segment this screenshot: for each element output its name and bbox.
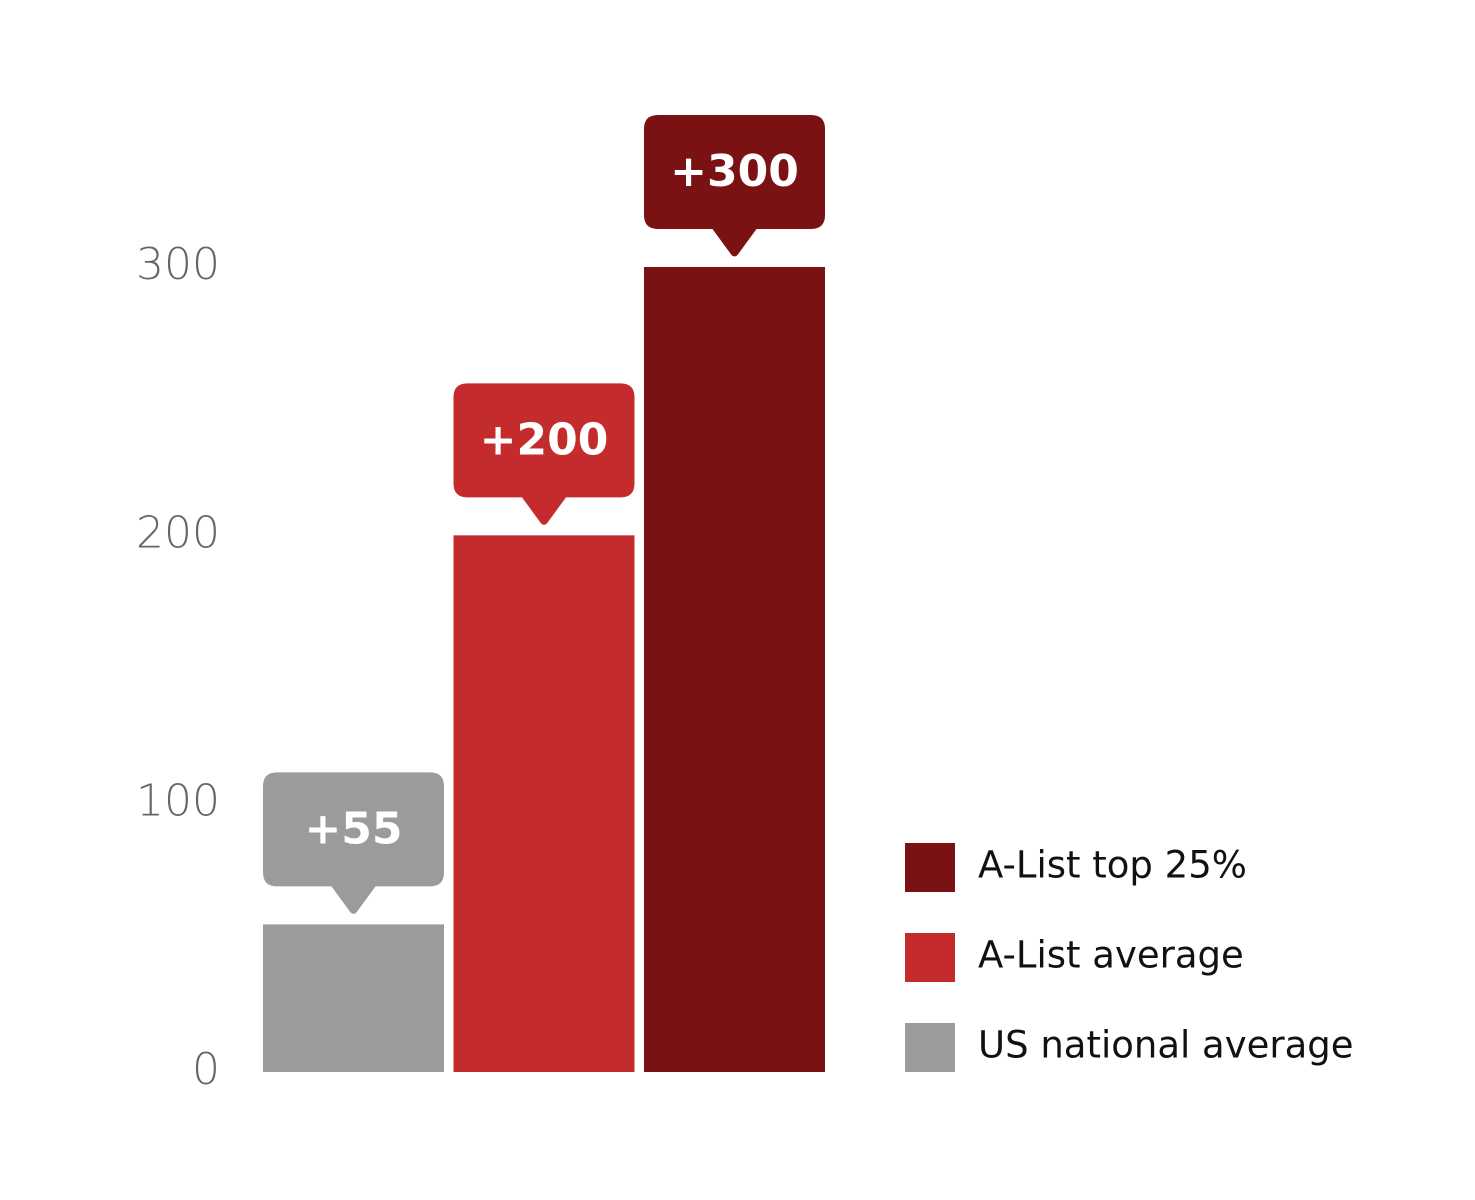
value-label: +300 xyxy=(670,146,799,197)
y-tick-label: 100 xyxy=(136,776,220,827)
legend-swatch xyxy=(905,843,955,892)
value-label: +55 xyxy=(304,803,402,854)
bar xyxy=(644,267,825,1072)
callout xyxy=(453,383,635,525)
legend-label: A-List top 25% xyxy=(978,844,1247,887)
legend-label: A-List average xyxy=(978,934,1244,977)
legend-swatch xyxy=(905,933,955,982)
y-tick-label: 0 xyxy=(192,1044,220,1095)
y-tick-label: 200 xyxy=(136,507,220,558)
callout xyxy=(263,772,444,914)
legend-label: US national average xyxy=(978,1024,1354,1067)
callout xyxy=(644,115,825,257)
value-label: +200 xyxy=(480,414,609,465)
bar xyxy=(263,924,444,1072)
bar xyxy=(453,535,635,1072)
legend-swatch xyxy=(905,1023,955,1072)
y-tick-label: 300 xyxy=(136,239,220,290)
